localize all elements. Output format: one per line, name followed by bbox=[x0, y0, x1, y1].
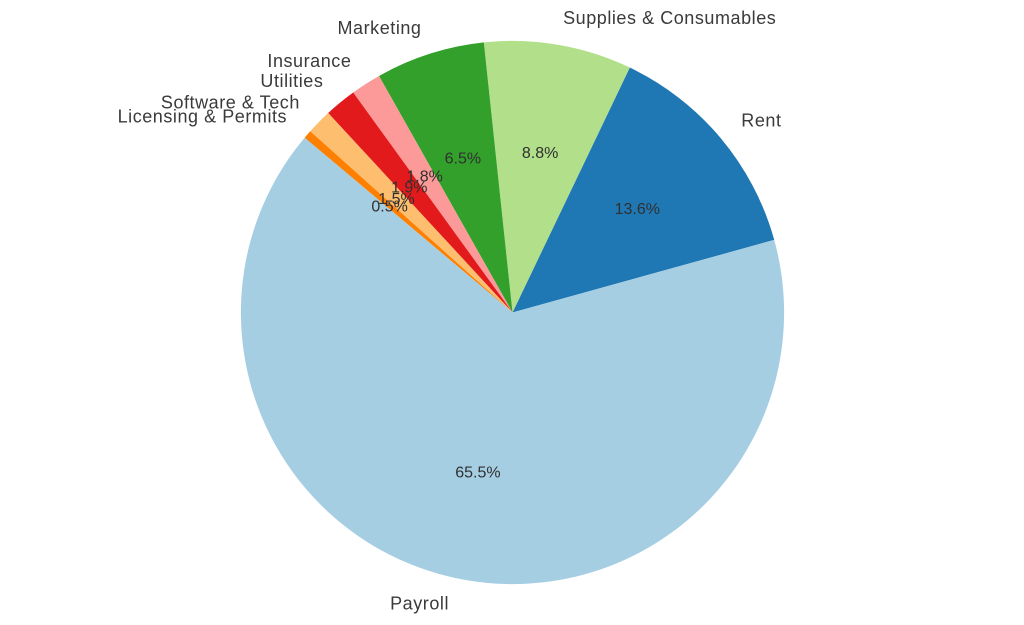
svg-text:65.5%: 65.5% bbox=[455, 464, 500, 481]
svg-text:8.8%: 8.8% bbox=[522, 145, 558, 162]
svg-text:1.8%: 1.8% bbox=[406, 168, 442, 185]
svg-text:6.5%: 6.5% bbox=[445, 150, 481, 167]
svg-text:Supplies & Consumables: Supplies & Consumables bbox=[563, 8, 776, 28]
svg-text:0.5%: 0.5% bbox=[371, 199, 407, 216]
svg-text:Marketing: Marketing bbox=[338, 18, 422, 38]
svg-text:Payroll: Payroll bbox=[390, 594, 449, 614]
svg-text:Licensing & Permits: Licensing & Permits bbox=[118, 107, 288, 127]
svg-text:13.6%: 13.6% bbox=[615, 201, 660, 218]
svg-text:Insurance: Insurance bbox=[267, 51, 351, 71]
svg-text:Utilities: Utilities bbox=[260, 71, 323, 91]
svg-text:Rent: Rent bbox=[741, 111, 781, 131]
svg-text:Software & Tech: Software & Tech bbox=[161, 93, 300, 113]
svg-text:1.5%: 1.5% bbox=[378, 191, 414, 208]
svg-text:1.9%: 1.9% bbox=[391, 179, 427, 196]
